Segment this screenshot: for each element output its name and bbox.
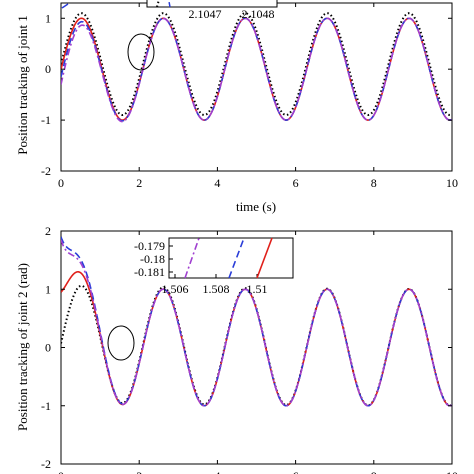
bottom-ticks: 0 2 4 6 8 10 -2 -1 0 1 2: [41, 224, 458, 474]
top-axes-frame: [60, 2, 453, 172]
top-inset-frame: [146, 0, 278, 8]
x-tick-label: 6: [293, 469, 299, 474]
top-inset: 2.1047 2.1048: [61, 0, 278, 21]
inset-x-tick-label: 2.1047: [189, 7, 222, 21]
inset-series-line: [256, 237, 273, 279]
series-line-solid: [61, 17, 452, 121]
x-tick-label: 8: [371, 469, 377, 474]
top-plot-area: [61, 12, 452, 123]
y-tick-label: 1: [45, 11, 51, 25]
legend-fragment: [61, 3, 69, 9]
bottom-zoom-ellipse: [107, 325, 135, 361]
inset-series-line: [167, 0, 171, 8]
y-tick-label: 2: [45, 224, 51, 238]
series-line-dashdot: [61, 17, 452, 123]
x-tick-label: 10: [446, 176, 458, 190]
inset-x-tick-label: 1.51: [247, 282, 268, 296]
y-tick-label: 0: [45, 62, 51, 76]
x-tick-label: 4: [214, 176, 220, 190]
x-tick-label: 2: [136, 469, 142, 474]
bottom-panel: 0 2 4 6 8 10 -2 -1 0 1 2 Position tracking of join…: [15, 224, 458, 474]
inset-y-tick-label: -0.18: [140, 252, 165, 266]
top-panel: 0 2 4 6 8 10 -2 -1 0 1 time (s) Position tracking…: [15, 0, 458, 214]
series-line-dotted: [61, 284, 452, 407]
bottom-plot-area: [61, 236, 452, 407]
y-tick-label: -1: [41, 399, 51, 413]
top-zoom-ellipse: [127, 33, 155, 71]
bottom-inset: -0.179-0.18-0.181 1.506 1.508 1.51: [134, 237, 294, 296]
x-tick-label: 0: [58, 176, 64, 190]
y-tick-label: 0: [45, 341, 51, 355]
y-tick-label: 1: [45, 282, 51, 296]
bottom-y-axis-label: Position tracking of joint 2 (rad): [15, 263, 30, 431]
top-ticks: 0 2 4 6 8 10 -2 -1 0 1: [41, 3, 458, 190]
inset-y-tick-label: -0.179: [134, 239, 165, 253]
x-tick-label: 2: [136, 176, 142, 190]
x-tick-label: 8: [371, 176, 377, 190]
y-tick-label: -2: [41, 164, 51, 178]
x-tick-label: 6: [293, 176, 299, 190]
series-line-dash: [61, 17, 452, 122]
top-y-axis-label: Position tracking of joint 1: [15, 15, 30, 154]
inset-y-tick-label: -0.181: [134, 265, 165, 279]
series-line-dashdot: [61, 239, 452, 407]
series-line-dotted: [61, 12, 452, 117]
inset-x-tick-label: 2.1048: [242, 7, 275, 21]
y-tick-label: -1: [41, 113, 51, 127]
inset-series-line: [228, 237, 245, 279]
bottom-inset-frame: [168, 237, 294, 279]
x-tick-label: 0: [58, 469, 64, 474]
y-tick-label: -2: [41, 457, 51, 471]
x-tick-label: 4: [214, 469, 220, 474]
inset-series-line: [184, 237, 200, 279]
top-x-axis-label: time (s): [236, 199, 276, 214]
inset-x-tick-label: 1.506: [162, 282, 189, 296]
x-tick-label: 10: [446, 469, 458, 474]
inset-x-tick-label: 1.508: [203, 282, 230, 296]
